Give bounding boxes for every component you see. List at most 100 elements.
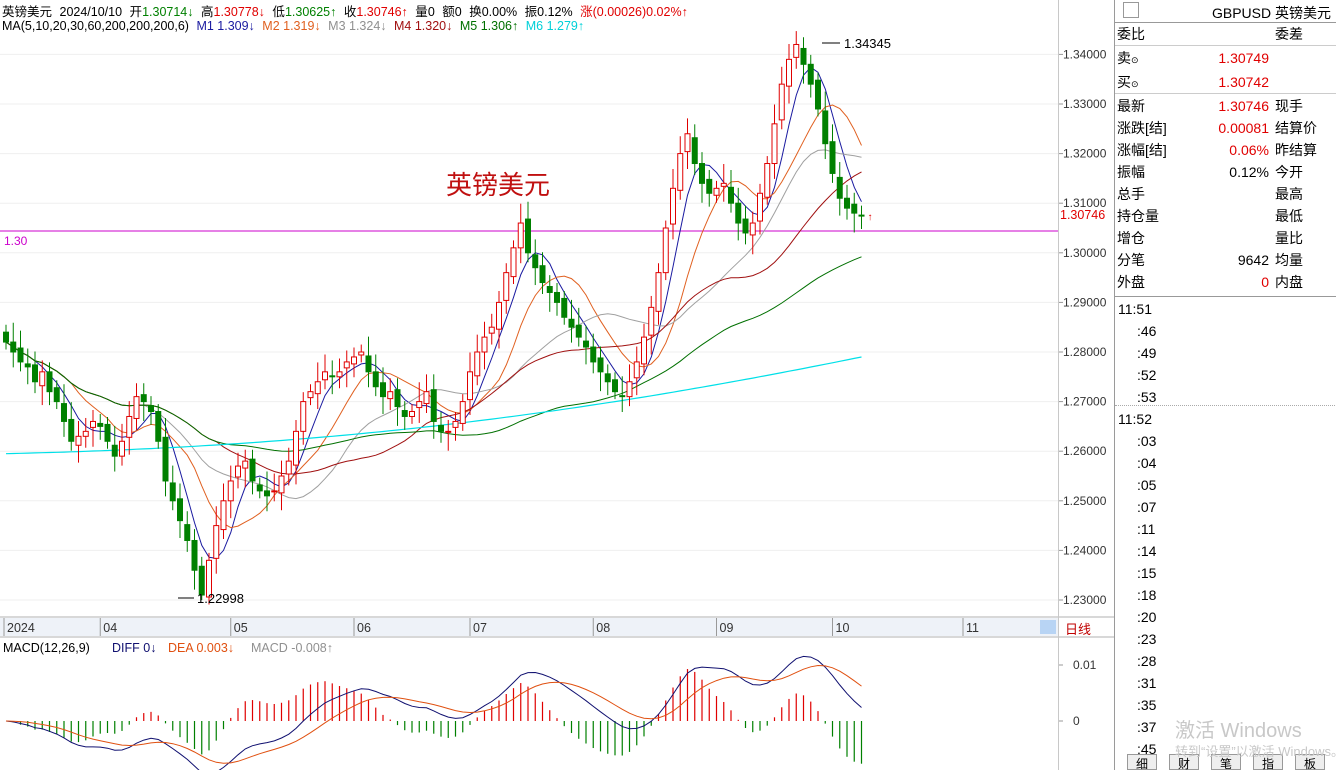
- candle-body: [815, 79, 821, 110]
- candle-body: [626, 381, 633, 398]
- bottom-tab[interactable]: 细: [1127, 754, 1157, 771]
- candle-body: [264, 490, 270, 497]
- time-tick-label: 10: [836, 621, 850, 635]
- change-field: 涨(0.00026)0.02%↑: [580, 5, 688, 19]
- candle-body: [97, 422, 104, 427]
- tick-time: 11:52: [1115, 408, 1336, 431]
- period-tab[interactable]: 日线: [1065, 622, 1092, 637]
- quote-row-label: 振幅: [1117, 164, 1145, 180]
- amp-value: 0.12%: [537, 5, 573, 19]
- candle-body: [336, 371, 343, 378]
- timeline-scroll-thumb[interactable]: [1040, 620, 1056, 634]
- time-tick-label: 2024: [7, 621, 35, 635]
- candle-body: [496, 301, 502, 330]
- candle-body: [517, 222, 524, 249]
- candle-body: [242, 460, 249, 469]
- candle-body: [807, 63, 814, 85]
- price-tick-label: 1.27000: [1063, 395, 1107, 409]
- candle-body: [351, 356, 357, 365]
- candle-body: [757, 192, 763, 222]
- candle-body: [670, 187, 676, 225]
- tick-time-label: :20: [1137, 609, 1157, 625]
- price-tick-label: 1.33000: [1063, 97, 1107, 111]
- candlestick-chart[interactable]: 1.30 英镑美元 ↑ 1.34345 1.22998 2024 04 05 06 07…: [0, 0, 1058, 770]
- quote-row: 分笔 9642 均量: [1115, 249, 1336, 271]
- candle-body: [314, 381, 321, 395]
- macd-tick-label: 0.01: [1073, 658, 1097, 672]
- quote-row-label: 增仓: [1117, 230, 1145, 246]
- quote-row-label: 分笔: [1117, 252, 1145, 268]
- candle-body: [329, 375, 336, 378]
- candle-body: [728, 186, 734, 204]
- sell-label: 卖⊙: [1117, 47, 1139, 71]
- candles: ↑: [3, 31, 873, 605]
- header-name: 英镑美元: [2, 5, 53, 19]
- candle-body: [829, 141, 836, 174]
- candle-body: [278, 475, 285, 494]
- amp-field: 振0.12%: [525, 5, 573, 19]
- low-field: 低1.30625↑: [272, 5, 336, 19]
- quote-row-right-label: 结算价: [1275, 120, 1317, 136]
- quote-row-label: 涨跌[结]: [1117, 120, 1167, 136]
- candle-body: [155, 411, 162, 442]
- candle-body: [249, 458, 256, 482]
- tick-time: :35: [1115, 694, 1336, 717]
- quote-row: 涨幅[结] 0.06% 昨结算: [1115, 139, 1336, 161]
- quote-menu-box[interactable]: [1123, 2, 1139, 18]
- close-field: 收1.30746↑: [344, 5, 408, 19]
- tick-time: :46: [1115, 320, 1336, 343]
- open-value: 1.30714↓: [142, 5, 194, 19]
- time-tick-label: 05: [234, 621, 248, 635]
- bottom-tab[interactable]: 板: [1295, 754, 1325, 771]
- candle-body: [162, 436, 169, 482]
- circle-icon: ⊙: [1131, 79, 1139, 89]
- tick-time-label: :07: [1137, 499, 1157, 515]
- candle-body: [561, 297, 568, 318]
- tick-time-label: :37: [1137, 719, 1157, 735]
- open-field: 开1.30714↓: [130, 5, 194, 19]
- tick-time: :14: [1115, 540, 1336, 563]
- macd-diff-line: [5, 655, 862, 770]
- candle-body: [764, 163, 771, 198]
- tick-time-label: :23: [1137, 631, 1157, 647]
- candle-body: [271, 490, 278, 493]
- price-tick-label: 1.23000: [1063, 593, 1107, 607]
- tick-time-label: 11:52: [1118, 411, 1152, 427]
- price-tick-label: 1.34000: [1063, 47, 1107, 61]
- horizontal-line-label: 1.30: [4, 234, 28, 248]
- candle-body: [720, 182, 727, 187]
- candle-body: [583, 340, 589, 348]
- time-tick-label: 06: [357, 621, 371, 635]
- turnover-value: 0.00%: [481, 5, 518, 19]
- quote-row: 振幅 0.12% 今开: [1115, 161, 1336, 183]
- sell-label-text: 卖: [1117, 50, 1131, 66]
- ma-params: MA(5,10,20,30,60,200,200,200,6): [2, 19, 189, 33]
- candle-body: [793, 43, 800, 58]
- tick-time-label: :14: [1137, 543, 1157, 559]
- candle-body: [3, 331, 9, 343]
- candle-body: [235, 465, 241, 478]
- weibi-label: 委比: [1117, 26, 1145, 42]
- candle-body: [778, 83, 785, 121]
- candle-body: [372, 371, 379, 388]
- quote-row-label: 最新: [1117, 98, 1145, 114]
- candle-body: [844, 197, 850, 209]
- candle-body: [322, 371, 328, 381]
- tick-time-label: :52: [1137, 367, 1157, 383]
- macd-tick-label: 0: [1073, 714, 1080, 728]
- ma-m5: M5 1.306↑: [459, 19, 519, 33]
- macd-params: MACD(12,26,9): [3, 641, 90, 655]
- tick-time: :20: [1115, 606, 1336, 629]
- tick-time: :04: [1115, 452, 1336, 475]
- candle-body: [82, 430, 89, 437]
- candle-body: [836, 176, 843, 199]
- amount-label: 额: [442, 5, 455, 19]
- candle-body: [851, 203, 858, 214]
- candle-body: [90, 420, 96, 428]
- time-tick-label: 08: [596, 621, 610, 635]
- tick-time: 11:51: [1115, 298, 1336, 321]
- tick-time-label: :35: [1137, 697, 1157, 713]
- bottom-tab[interactable]: 财: [1169, 754, 1199, 771]
- chart-panel[interactable]: 英镑美元 2024/10/10 开1.30714↓ 高1.30778↓ 低1.3…: [0, 0, 1058, 770]
- tick-time-label: :45: [1137, 741, 1157, 757]
